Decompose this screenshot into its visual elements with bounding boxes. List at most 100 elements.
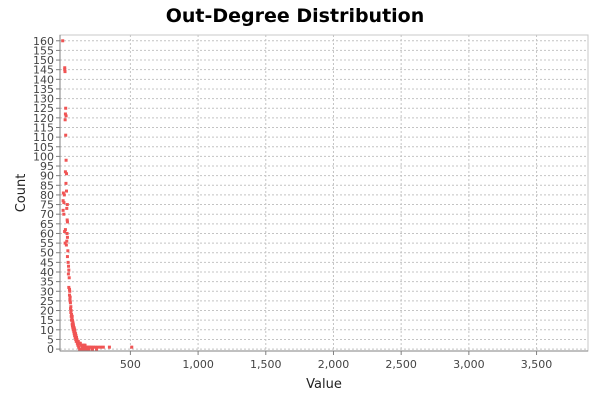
data-point bbox=[67, 268, 71, 272]
y-axis-ticks: 0510152025303540455055606570758085909510… bbox=[33, 35, 60, 356]
x-tick-label: 3,500 bbox=[521, 358, 553, 371]
data-point bbox=[69, 307, 73, 311]
y-tick-label: 65 bbox=[40, 218, 54, 231]
x-tick-label: 1,500 bbox=[250, 358, 282, 371]
data-point bbox=[65, 239, 69, 243]
data-point bbox=[67, 285, 71, 289]
data-point bbox=[67, 264, 71, 268]
data-point bbox=[64, 158, 68, 162]
data-point bbox=[63, 70, 67, 74]
x-axis-ticks: 500 1,000 1,500 2,000 2,500 3,000 3,500 bbox=[120, 351, 552, 371]
data-point bbox=[67, 293, 71, 297]
y-tick-label: 5 bbox=[47, 333, 54, 346]
data-point bbox=[63, 118, 67, 122]
y-tick-label: 125 bbox=[33, 102, 54, 115]
data-point bbox=[75, 337, 79, 341]
data-point bbox=[76, 343, 80, 347]
data-point bbox=[64, 172, 68, 176]
data-point bbox=[75, 336, 79, 340]
data-point bbox=[75, 341, 79, 345]
y-tick-label: 145 bbox=[33, 64, 54, 77]
data-point bbox=[65, 231, 69, 235]
y-tick-label: 40 bbox=[40, 266, 54, 279]
data-point bbox=[61, 208, 65, 212]
y-tick-label: 35 bbox=[40, 276, 54, 289]
x-tick-label: 500 bbox=[120, 358, 141, 371]
data-point bbox=[65, 206, 69, 210]
data-point bbox=[95, 347, 99, 351]
y-tick-label: 0 bbox=[47, 343, 54, 356]
data-point bbox=[65, 220, 69, 224]
x-tick-label: 1,000 bbox=[182, 358, 214, 371]
data-point bbox=[81, 347, 85, 351]
data-point bbox=[62, 193, 66, 197]
data-point bbox=[85, 347, 89, 351]
y-tick-label: 15 bbox=[40, 314, 54, 327]
data-point bbox=[87, 347, 91, 351]
y-tick-label: 160 bbox=[33, 35, 54, 48]
y-tick-label: 120 bbox=[33, 112, 54, 125]
data-point bbox=[70, 318, 74, 322]
data-point bbox=[64, 133, 68, 137]
y-tick-label: 100 bbox=[33, 150, 54, 163]
y-tick-label: 135 bbox=[33, 83, 54, 96]
data-point bbox=[77, 345, 81, 349]
y-tick-label: 20 bbox=[40, 305, 54, 318]
data-point bbox=[69, 309, 73, 313]
data-point bbox=[73, 330, 77, 334]
data-point bbox=[71, 322, 75, 326]
y-tick-label: 155 bbox=[33, 44, 54, 57]
data-point bbox=[130, 345, 134, 349]
x-tick-label: 2,000 bbox=[318, 358, 350, 371]
data-point bbox=[90, 347, 94, 351]
data-point bbox=[69, 310, 73, 314]
data-point bbox=[61, 191, 65, 195]
y-tick-label: 10 bbox=[40, 324, 54, 337]
data-point bbox=[91, 345, 95, 349]
data-point bbox=[64, 114, 68, 118]
data-point bbox=[82, 345, 86, 349]
y-tick-label: 45 bbox=[40, 256, 54, 269]
y-tick-label: 80 bbox=[40, 189, 54, 202]
chart-title: Out-Degree Distribution bbox=[166, 5, 425, 27]
data-point bbox=[74, 334, 78, 338]
y-tick-label: 110 bbox=[33, 131, 54, 144]
data-point bbox=[63, 112, 67, 116]
data-point bbox=[107, 345, 111, 349]
y-axis-label: Count bbox=[14, 174, 29, 213]
data-point bbox=[64, 243, 68, 247]
data-point bbox=[74, 332, 78, 336]
y-tick-label: 115 bbox=[33, 121, 54, 134]
data-point bbox=[72, 324, 76, 328]
y-tick-label: 105 bbox=[33, 141, 54, 154]
data-point bbox=[65, 235, 69, 239]
y-tick-label: 85 bbox=[40, 179, 54, 192]
data-point bbox=[68, 295, 72, 299]
data-point bbox=[61, 39, 65, 43]
y-tick-label: 140 bbox=[33, 73, 54, 86]
x-tick-label: 3,000 bbox=[453, 358, 485, 371]
data-point bbox=[79, 347, 83, 351]
data-point bbox=[99, 345, 103, 349]
data-point bbox=[68, 301, 72, 305]
data-point bbox=[63, 66, 67, 70]
y-tick-label: 30 bbox=[40, 285, 54, 298]
data-point bbox=[93, 345, 97, 349]
data-point bbox=[63, 170, 67, 174]
x-axis-label: Value bbox=[306, 377, 342, 392]
plot-background bbox=[59, 34, 589, 352]
y-tick-label: 95 bbox=[40, 160, 54, 173]
data-point bbox=[63, 68, 67, 72]
data-point bbox=[63, 230, 67, 234]
grid-lines bbox=[60, 35, 588, 351]
data-point bbox=[63, 241, 67, 245]
data-point bbox=[67, 276, 71, 280]
y-tick-label: 90 bbox=[40, 170, 54, 183]
data-point bbox=[66, 260, 70, 264]
data-point bbox=[70, 316, 74, 320]
data-point bbox=[76, 339, 80, 343]
y-tick-label: 75 bbox=[40, 199, 54, 212]
y-tick-label: 55 bbox=[40, 237, 54, 250]
data-point bbox=[70, 312, 74, 316]
data-point bbox=[69, 305, 73, 309]
